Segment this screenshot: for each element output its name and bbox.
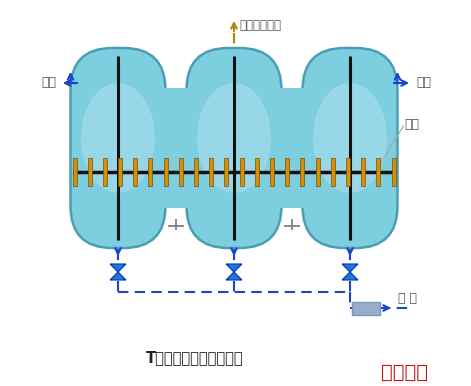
Bar	[361, 158, 365, 186]
Text: T型氧化沟系统工艺流程: T型氧化沟系统工艺流程	[146, 350, 244, 366]
Bar	[88, 158, 92, 186]
Text: 出水: 出水	[416, 76, 431, 90]
Polygon shape	[110, 264, 126, 272]
FancyBboxPatch shape	[187, 48, 282, 248]
Ellipse shape	[197, 83, 271, 193]
Bar	[224, 158, 228, 186]
Bar	[316, 158, 319, 186]
Bar	[118, 158, 122, 186]
Bar	[240, 158, 244, 186]
Bar	[331, 158, 335, 186]
Polygon shape	[226, 264, 242, 272]
Text: 进 水: 进 水	[398, 291, 417, 305]
Bar	[279, 204, 304, 208]
Bar	[163, 88, 188, 92]
Bar	[148, 158, 153, 186]
Text: 出水: 出水	[41, 76, 56, 90]
Bar	[376, 158, 380, 186]
Ellipse shape	[81, 83, 155, 193]
Bar	[285, 158, 289, 186]
Bar	[163, 158, 168, 186]
Bar	[133, 158, 137, 186]
Bar	[300, 158, 304, 186]
Bar	[179, 158, 183, 186]
Polygon shape	[110, 272, 126, 280]
FancyBboxPatch shape	[352, 301, 380, 315]
FancyBboxPatch shape	[71, 48, 165, 248]
Polygon shape	[226, 272, 242, 280]
Text: 剩余污泥排放: 剩余污泥排放	[239, 19, 281, 32]
Bar	[346, 158, 350, 186]
Bar	[255, 158, 259, 186]
Polygon shape	[342, 264, 358, 272]
FancyBboxPatch shape	[302, 48, 398, 248]
Bar	[73, 158, 76, 186]
Text: 给排排水: 给排排水	[382, 362, 429, 381]
Bar	[194, 158, 198, 186]
Bar	[391, 158, 396, 186]
Ellipse shape	[313, 83, 387, 193]
Bar	[103, 158, 107, 186]
Bar	[209, 158, 213, 186]
Bar	[163, 204, 188, 208]
Bar	[279, 90, 304, 206]
Bar	[270, 158, 274, 186]
Bar	[279, 88, 304, 92]
Polygon shape	[342, 272, 358, 280]
Bar	[163, 90, 188, 206]
Text: 转刷: 转刷	[405, 117, 420, 130]
